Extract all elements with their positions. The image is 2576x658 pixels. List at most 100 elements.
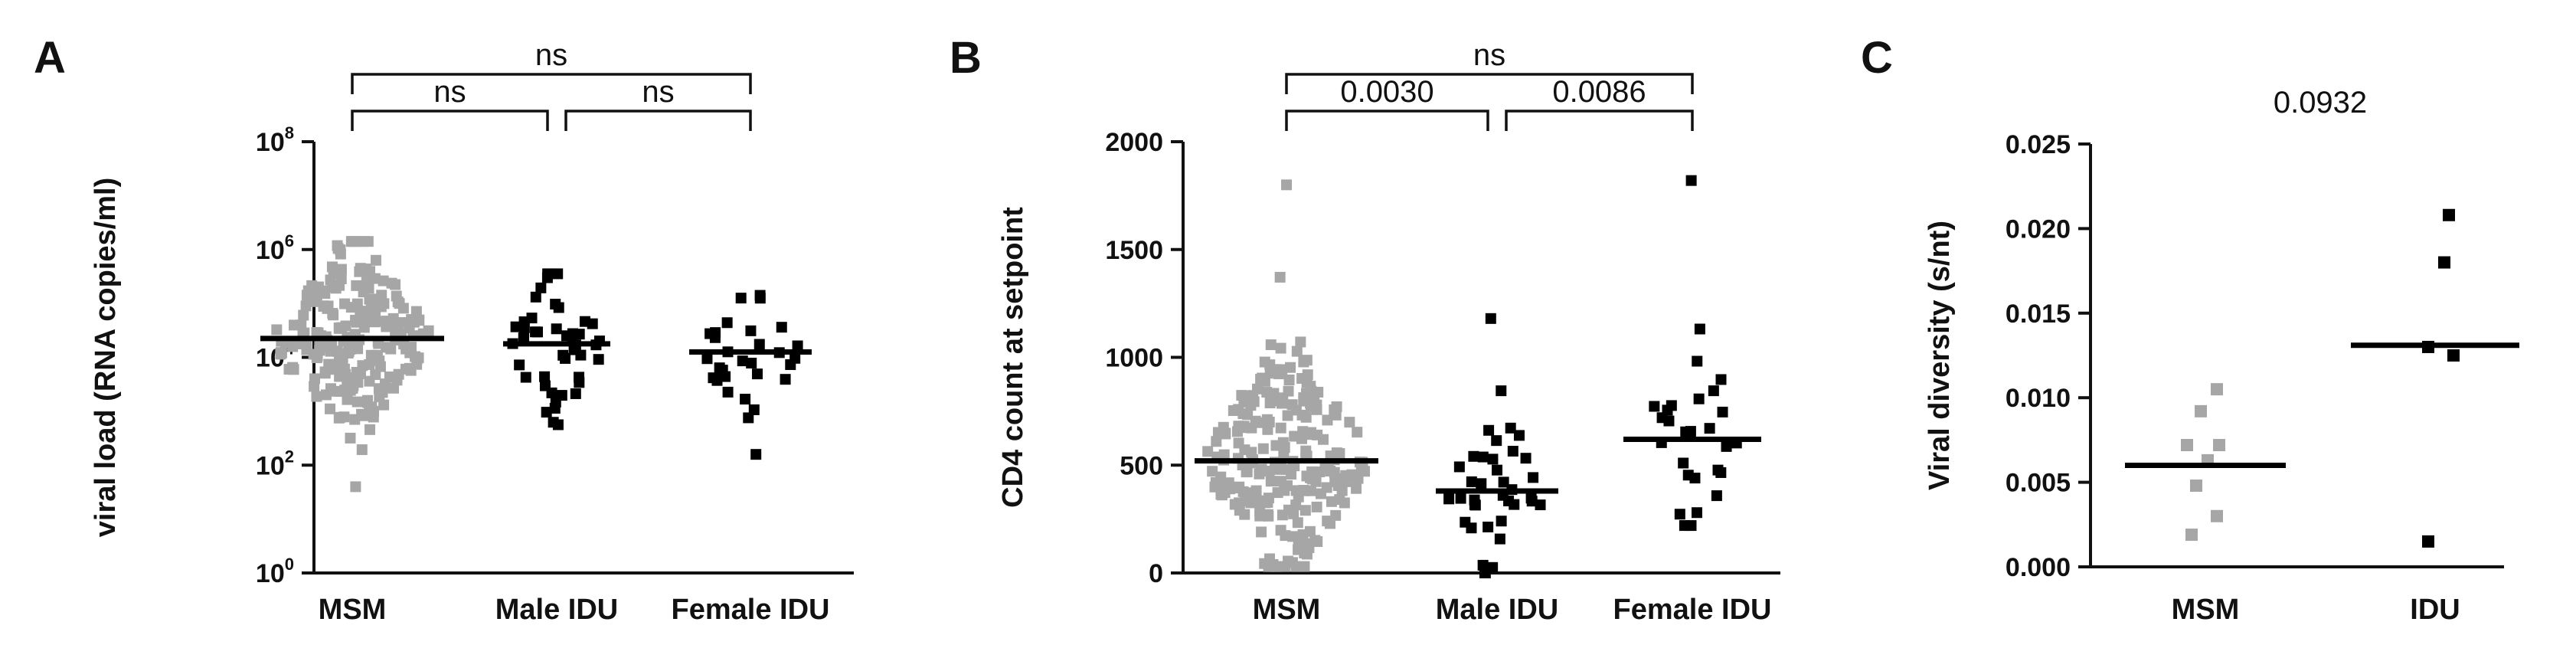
y-tick-label: 0: [1149, 559, 1163, 588]
data-point: [323, 358, 335, 370]
data-point: [358, 236, 369, 247]
data-point: [1322, 463, 1334, 474]
data-point: [306, 280, 318, 291]
data-point: [376, 290, 387, 301]
y-tick-label: 106: [256, 231, 294, 265]
data-point: [318, 300, 329, 312]
data-point: [367, 313, 378, 324]
panel-letter: A: [34, 33, 66, 83]
data-point: [1483, 521, 1494, 532]
data-point: [334, 280, 345, 291]
data-point: [312, 327, 324, 339]
data-point: [1711, 490, 1722, 502]
data-point: [1528, 472, 1539, 483]
data-point: [1322, 414, 1333, 426]
data-point: [2213, 439, 2225, 452]
data-point: [737, 355, 748, 367]
y-tick-base: 10: [256, 559, 285, 588]
data-point: [1277, 398, 1288, 409]
data-point: [1468, 450, 1479, 462]
data-point: [1299, 505, 1311, 516]
data-point: [1334, 494, 1345, 506]
data-point: [355, 263, 366, 274]
data-point: [1357, 463, 1368, 475]
data-point: [2211, 383, 2223, 396]
data-point: [535, 282, 547, 293]
data-point: [1310, 476, 1322, 487]
data-point: [364, 375, 375, 387]
data-point: [374, 361, 386, 372]
data-point: [2190, 480, 2202, 493]
data-point: [326, 261, 338, 273]
data-point: [1247, 390, 1259, 401]
y-axis-title: CD4 count at setpoint: [997, 207, 1029, 508]
data-point: [1496, 516, 1507, 527]
x-category-label: IDU: [2410, 594, 2460, 626]
data-point: [2447, 349, 2460, 362]
y-axis-title: viral load (RNA copies/ml): [90, 178, 122, 537]
y-tick-label: 102: [256, 447, 294, 480]
significance-bracket: [1285, 73, 1694, 94]
data-point: [1351, 483, 1362, 494]
y-axis-title: Viral diversity (s/nt): [1924, 221, 1956, 490]
data-point: [1277, 509, 1288, 521]
x-category-label: Male IDU: [495, 594, 618, 626]
data-point: [350, 481, 361, 493]
data-point: [1236, 390, 1247, 401]
data-point: [328, 309, 339, 321]
data-point: [1250, 485, 1262, 496]
data-point: [414, 315, 425, 326]
data-point: [575, 349, 587, 361]
data-point: [1238, 421, 1250, 432]
data-point: [776, 322, 787, 333]
data-point: [1211, 436, 1222, 447]
data-point: [1331, 401, 1342, 413]
panel-letter: B: [950, 33, 982, 83]
data-point: [345, 432, 356, 444]
data-point: [368, 411, 379, 423]
data-point: [574, 377, 585, 388]
data-point: [309, 373, 320, 385]
x-category-label: MSM: [319, 594, 387, 626]
data-point: [541, 407, 552, 418]
data-point: [1311, 399, 1322, 411]
data-point: [1351, 472, 1362, 483]
data-point: [1215, 489, 1227, 500]
data-point: [381, 342, 392, 353]
data-point: [717, 365, 728, 376]
data-point: [754, 293, 766, 304]
significance-label: 0.0030: [1340, 75, 1433, 109]
data-point: [374, 391, 385, 402]
data-point: [1257, 443, 1269, 454]
data-point: [298, 309, 309, 321]
data-point: [579, 316, 590, 327]
data-point: [1662, 404, 1673, 416]
data-point: [351, 366, 362, 378]
data-point: [1715, 466, 1727, 478]
data-point: [1691, 507, 1702, 519]
data-point: [1256, 463, 1267, 475]
data-point: [1487, 453, 1499, 465]
data-point: [271, 324, 283, 336]
data-point: [539, 371, 551, 382]
y-tick-label: 0.020: [2006, 214, 2071, 244]
data-point: [751, 368, 763, 380]
data-point: [1271, 561, 1283, 572]
data-point: [1453, 461, 1465, 473]
data-point: [1494, 533, 1505, 545]
data-point: [740, 394, 751, 405]
data-point: [300, 300, 312, 312]
panel-c: C 0.000 0.005 0.010 0.015 0.020 0.025 Viral di…: [1861, 33, 2519, 626]
significance-bracket: [351, 73, 752, 94]
data-point: [363, 283, 374, 294]
data-point: [1331, 447, 1342, 459]
data-point: [1295, 336, 1306, 348]
data-point: [532, 326, 544, 338]
data-point: [1263, 493, 1274, 504]
data-point: [1246, 447, 1257, 458]
data-point: [1233, 437, 1244, 449]
x-category-label: MSM: [1253, 594, 1321, 626]
data-point: [301, 339, 312, 350]
data-point: [593, 354, 604, 365]
y-tick-label: 0.005: [2006, 469, 2071, 498]
